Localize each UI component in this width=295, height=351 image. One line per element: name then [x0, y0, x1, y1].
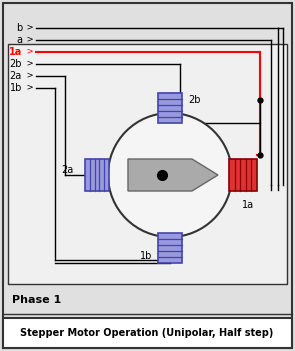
- Text: >: >: [24, 24, 34, 33]
- Text: Phase 1: Phase 1: [12, 295, 61, 305]
- Text: >: >: [24, 35, 34, 45]
- Polygon shape: [128, 159, 218, 191]
- Text: >: >: [24, 47, 34, 57]
- Bar: [229, 159, 257, 191]
- Text: >: >: [24, 60, 34, 68]
- Text: 1b: 1b: [10, 83, 22, 93]
- Bar: [158, 233, 182, 263]
- Text: 2a: 2a: [10, 71, 22, 81]
- Bar: [3, 318, 292, 348]
- Text: 2a: 2a: [61, 165, 73, 175]
- Text: 2b: 2b: [9, 59, 22, 69]
- Text: b: b: [16, 23, 22, 33]
- Text: >: >: [24, 84, 34, 93]
- Text: 2b: 2b: [188, 95, 201, 105]
- Bar: [8, 44, 287, 284]
- Text: 1a: 1a: [9, 47, 22, 57]
- Text: 1a: 1a: [242, 200, 254, 210]
- Bar: [158, 93, 182, 123]
- Circle shape: [108, 113, 232, 237]
- Text: >: >: [24, 72, 34, 80]
- Text: 1b: 1b: [140, 251, 152, 261]
- Bar: [85, 159, 109, 191]
- Text: a: a: [16, 35, 22, 45]
- Text: Stepper Motor Operation (Unipolar, Half step): Stepper Motor Operation (Unipolar, Half …: [20, 328, 274, 338]
